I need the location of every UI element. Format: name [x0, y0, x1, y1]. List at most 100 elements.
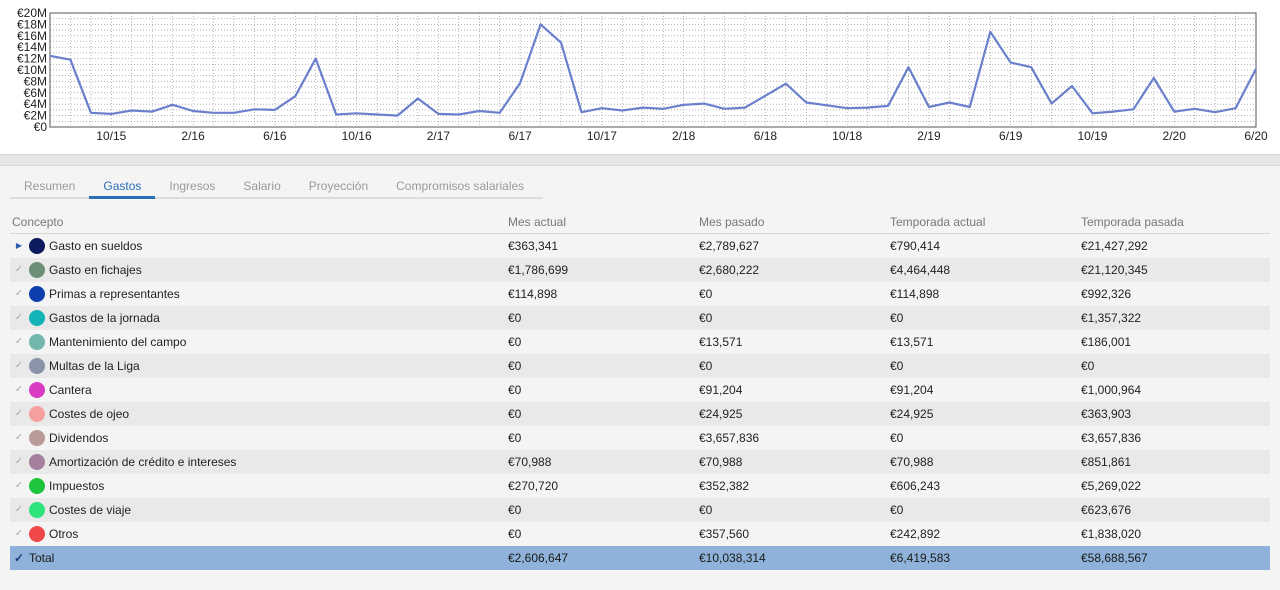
concept-label: Gasto en fichajes: [49, 263, 142, 277]
tab-proyeccion[interactable]: Proyección: [308, 179, 369, 193]
data-point: [723, 107, 726, 110]
mes-actual-value: €0: [508, 359, 522, 373]
data-point: [437, 113, 440, 115]
table-row[interactable]: ✓ Otros €0 €357,560 €242,892 €1,838,020: [10, 522, 1270, 546]
series-color-icon: [29, 526, 45, 542]
total-temporada-pasada: €58,688,567: [1081, 551, 1148, 565]
temporada-pasada-value: €1,838,020: [1081, 527, 1142, 541]
temporada-pasada-value: €1,357,322: [1081, 311, 1142, 325]
toggle-check-icon[interactable]: ✓: [14, 360, 24, 371]
panel-divider[interactable]: [0, 154, 1280, 166]
tab-ingresos[interactable]: Ingresos: [169, 179, 216, 193]
temporada-actual-value: €4,464,448: [890, 263, 951, 277]
y-tick-label: €20M: [17, 6, 47, 20]
y-tick-label: €2M: [24, 109, 47, 123]
tab-compromisos-salariales[interactable]: Compromisos salariales: [396, 179, 525, 193]
data-point: [825, 104, 828, 107]
series-color-icon: [29, 334, 45, 350]
data-point: [907, 66, 910, 68]
mes-actual-value: €363,341: [508, 239, 559, 253]
expenses-line-chart: €0€2M€4M€6M€8M€10M€12M€14M€16M€18M€20M 10…: [17, 6, 1268, 143]
series-color-icon: [29, 382, 45, 398]
expand-arrow-icon[interactable]: ▶: [15, 241, 23, 250]
table-row[interactable]: ✓ Costes de viaje €0 €0 €0 €623,676: [10, 498, 1270, 522]
table-row[interactable]: ✓ Gasto en fichajes €1,786,699 €2,680,222 €4…: [10, 258, 1270, 282]
temporada-pasada-value: €186,001: [1081, 335, 1132, 349]
temporada-actual-value: €114,898: [890, 287, 940, 301]
y-tick-label: €12M: [17, 52, 47, 66]
data-point: [1009, 61, 1012, 64]
table-row[interactable]: ✓ Dividendos €0 €3,657,836 €0 €3,657,836: [10, 426, 1270, 450]
data-point: [764, 94, 767, 97]
mes-pasado-value: €352,382: [699, 479, 750, 493]
expenses-chart-panel: €0 €2M €4M €6M €8M €10M €12M €14M €16M €18M €20M 10…: [0, 0, 1280, 154]
data-point: [887, 105, 889, 107]
table-row[interactable]: ✓ Impuestos €270,720 €352,382 €606,243 €5,269…: [10, 474, 1270, 498]
toggle-check-icon[interactable]: ✓: [14, 312, 24, 323]
data-point: [621, 109, 624, 112]
checkmark-icon: ✓: [13, 551, 25, 565]
toggle-check-icon[interactable]: ✓: [14, 528, 24, 539]
data-point: [1091, 112, 1094, 115]
temporada-actual-value: €242,892: [890, 527, 941, 541]
data-point: [662, 107, 665, 110]
mes-pasado-value: €70,988: [699, 455, 743, 469]
temporada-actual-value: €13,571: [890, 335, 934, 349]
header-temporada-pasada[interactable]: Temporada pasada: [1081, 215, 1184, 229]
mes-actual-value: €0: [508, 311, 522, 325]
mes-pasado-value: €91,204: [699, 383, 743, 397]
header-mes-pasado[interactable]: Mes pasado: [699, 215, 765, 229]
x-tick-label: 6/16: [263, 129, 287, 143]
header-mes-actual[interactable]: Mes actual: [508, 215, 567, 229]
data-point: [866, 106, 869, 109]
toggle-check-icon[interactable]: ✓: [14, 384, 24, 395]
table-row[interactable]: ✓ Cantera €0 €91,204 €91,204 €1,000,964: [10, 378, 1270, 402]
data-point: [1030, 66, 1032, 68]
y-tick-label: €10M: [17, 63, 47, 77]
x-tick-label: 2/19: [917, 129, 941, 143]
tab-resumen[interactable]: Resumen: [24, 179, 76, 193]
tab-gastos[interactable]: Gastos: [89, 174, 156, 199]
series-color-icon: [29, 454, 45, 470]
toggle-check-icon[interactable]: ✓: [14, 288, 24, 299]
tab-salario[interactable]: Salario: [243, 179, 281, 193]
table-row[interactable]: ✓ Gastos de la jornada €0 €0 €0 €1,357,322: [10, 306, 1270, 330]
data-point: [601, 107, 603, 109]
table-row[interactable]: ✓ Multas de la Liga €0 €0 €0 €0: [10, 354, 1270, 378]
header-concepto[interactable]: Concepto: [12, 215, 64, 229]
toggle-check-icon[interactable]: ✓: [14, 336, 24, 347]
series-color-icon: [29, 502, 45, 518]
toggle-check-icon[interactable]: ✓: [14, 456, 24, 467]
data-point: [253, 108, 256, 111]
temporada-pasada-value: €623,676: [1081, 503, 1132, 517]
concept-label: Multas de la Liga: [49, 359, 140, 373]
header-temporada-actual[interactable]: Temporada actual: [890, 215, 986, 229]
data-point: [1234, 107, 1237, 109]
total-row: ✓ Total €2,606,647 €10,038,314 €6,419,583 €58…: [10, 546, 1270, 570]
table-row[interactable]: ✓ Mantenimiento del campo €0 €13,571 €13,571…: [10, 330, 1270, 354]
x-tick-label: 2/17: [427, 129, 451, 143]
mes-pasado-value: €2,789,627: [699, 239, 760, 253]
toggle-check-icon[interactable]: ✓: [14, 480, 24, 491]
toggle-check-icon[interactable]: ✓: [14, 504, 24, 515]
table-row[interactable]: ✓ Primas a representantes €114,898 €0 €114,8…: [10, 282, 1270, 306]
data-point: [1193, 107, 1196, 110]
data-point: [274, 109, 276, 111]
data-point: [928, 106, 930, 108]
table-row[interactable]: ▶ Gasto en sueldos €363,341 €2,789,627 €790,…: [10, 234, 1270, 258]
toggle-check-icon[interactable]: ✓: [14, 264, 24, 275]
toggle-check-icon[interactable]: ✓: [14, 408, 24, 419]
data-point: [641, 106, 644, 109]
concept-label: Otros: [49, 527, 79, 541]
table-body: ▶ Gasto en sueldos €363,341 €2,789,627 €790,…: [10, 234, 1270, 570]
toggle-check-icon[interactable]: ✓: [14, 432, 24, 443]
data-point: [355, 112, 358, 115]
temporada-actual-value: €70,988: [890, 455, 934, 469]
table-row[interactable]: ✓ Amortización de crédito e intereses €70,…: [10, 450, 1270, 474]
total-mes-pasado: €10,038,314: [699, 551, 766, 565]
x-tick-label: 6/18: [754, 129, 778, 143]
table-row[interactable]: ✓ Costes de ojeo €0 €24,925 €24,925 €363,903: [10, 402, 1270, 426]
data-point: [519, 82, 521, 84]
data-point: [1112, 110, 1114, 113]
data-point: [703, 102, 705, 105]
